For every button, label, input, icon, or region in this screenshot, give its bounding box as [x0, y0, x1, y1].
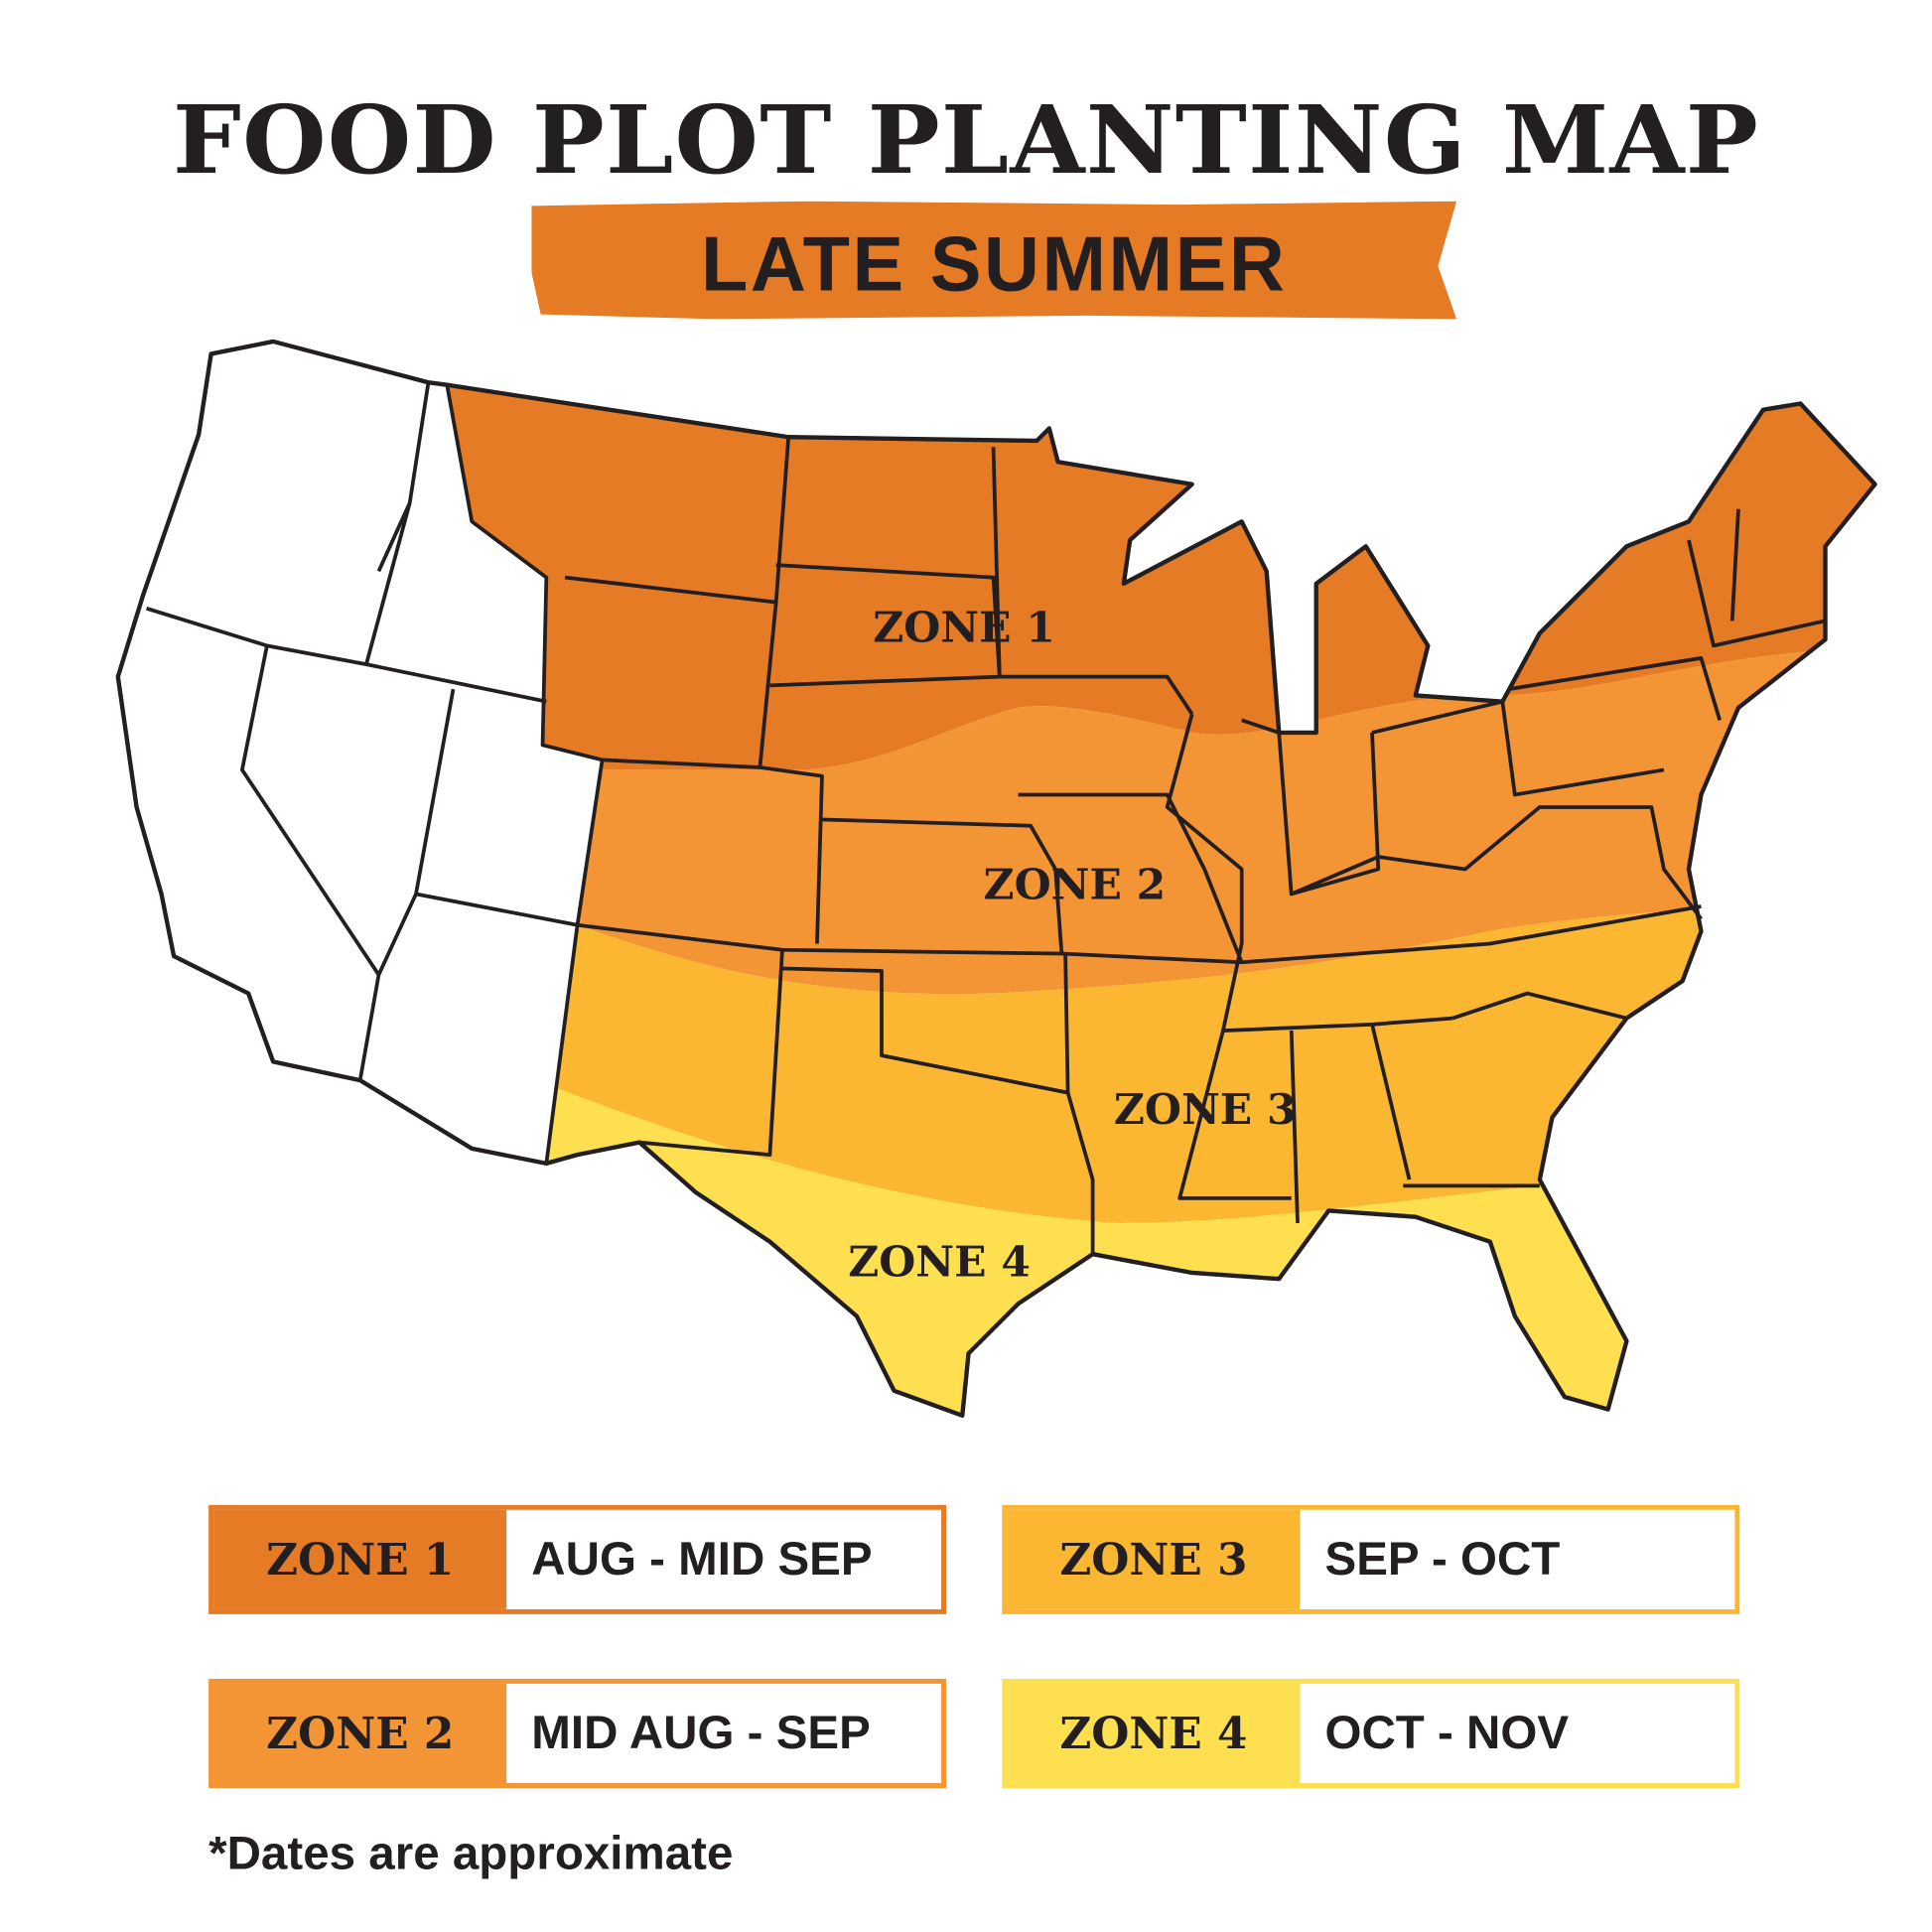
state-border-line [564, 575, 778, 769]
state-border-line [240, 644, 381, 976]
state-border-line [1371, 699, 1665, 797]
legend-zone-4: ZONE 4 OCT - NOV [1002, 1678, 1740, 1789]
footnote: *Dates are approximate [208, 1828, 734, 1880]
legend-zone-3: ZONE 3 SEP - OCT [1002, 1504, 1740, 1614]
state-border-line [781, 966, 1095, 1255]
state-border-line [773, 437, 791, 603]
state-border-line [821, 817, 1064, 954]
state-border-line [1165, 713, 1292, 1200]
state-border-line [364, 502, 412, 665]
legend-zone-1-dates: AUG - MID SEP [506, 1509, 942, 1609]
state-border-line [146, 607, 547, 704]
zone-2-map-label: ZONE 2 [984, 861, 1167, 910]
state-border-line [1451, 991, 1627, 1021]
legend-zone-4-dates: OCT - NOV [1300, 1683, 1735, 1784]
legend-zone-1-label: ZONE 1 [213, 1509, 507, 1609]
state-border-line [1241, 718, 1280, 735]
legend-zone-2-dates: MID AUG - SEP [506, 1683, 942, 1784]
subtitle: LATE SUMMER [700, 221, 1288, 309]
state-border-line [577, 904, 1702, 965]
state-border-line [1289, 1031, 1300, 1223]
state-border-line [376, 381, 431, 573]
state-border-line [991, 447, 1002, 677]
state-border-line [759, 765, 824, 944]
state-border-line [1729, 508, 1740, 621]
legend-zone-2-label: ZONE 2 [213, 1683, 507, 1784]
state-border-line [1290, 805, 1703, 920]
state-border-line [1508, 655, 1723, 721]
state-border-line [999, 674, 1194, 716]
legend-zone-2: ZONE 2 MID AUG - SEP [208, 1678, 947, 1789]
state-borders [146, 381, 1826, 1255]
state-border-line [1370, 1024, 1412, 1180]
zone-4-map-label: ZONE 4 [848, 1238, 1031, 1288]
zone-1-map-label: ZONE 1 [873, 604, 1055, 653]
page-title: FOOD PLOT PLANTING MAP [172, 84, 1760, 196]
legend-zone-1: ZONE 1 AUG - MID SEP [208, 1504, 947, 1614]
legend-zone-3-label: ZONE 3 [1007, 1509, 1301, 1609]
us-coastline [115, 339, 1877, 1418]
subtitle-banner [531, 201, 1457, 320]
legend-zone-4-label: ZONE 4 [1007, 1683, 1301, 1784]
state-border-line [1018, 792, 1244, 963]
state-border-line [1063, 953, 1070, 1093]
state-border-line [638, 949, 784, 1158]
state-border-line [1687, 539, 1826, 648]
zone-3-map-label: ZONE 3 [1114, 1085, 1297, 1135]
state-border-line [1277, 732, 1381, 897]
state-border-line [357, 893, 418, 1081]
legend-zone-3-dates: SEP - OCT [1300, 1509, 1735, 1609]
